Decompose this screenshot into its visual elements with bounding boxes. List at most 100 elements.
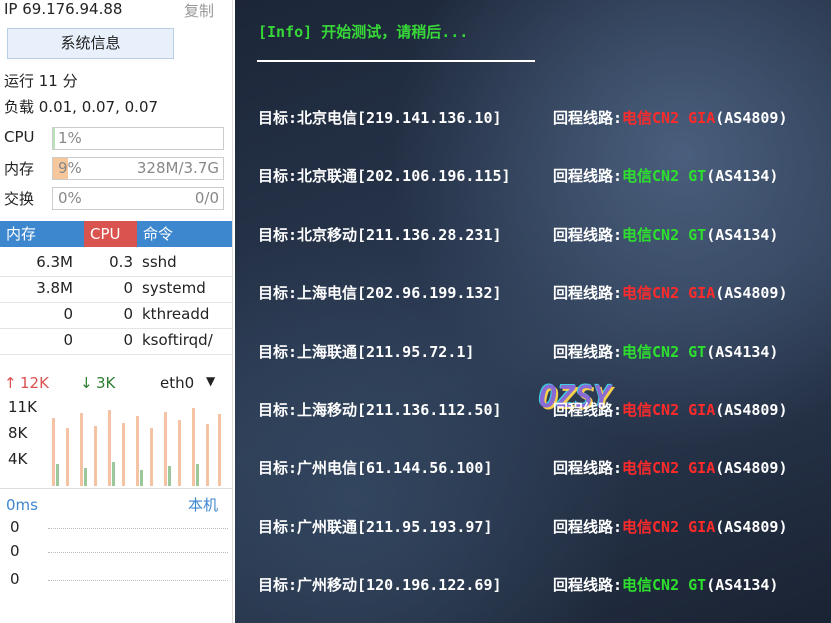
route-line: 电信CN2 GIA bbox=[622, 284, 716, 303]
route-label: 回程线路: bbox=[553, 576, 623, 595]
route-line: 电信CN2 GIA bbox=[622, 459, 716, 478]
route-target: 目标:北京电信[219.141.136.10] bbox=[258, 109, 502, 127]
cell-cpu: 0.3 bbox=[109, 253, 133, 271]
route-label: 回程线路: bbox=[553, 517, 623, 536]
route-target: 目标:广州联通[211.95.193.97] bbox=[258, 517, 493, 536]
route-asn: (AS4809) bbox=[715, 284, 788, 303]
route-target: 目标:上海移动[211.136.112.50] bbox=[258, 401, 502, 419]
route-label: 回程线路: bbox=[553, 167, 623, 186]
uptime: 运行 11 分 bbox=[4, 72, 78, 90]
route-info: 回程线路:电信CN2 GT(AS4134) bbox=[553, 574, 778, 595]
latency-value: 0 bbox=[10, 518, 20, 536]
latency-value: 0 bbox=[10, 570, 20, 588]
meter-value: 0% bbox=[58, 189, 82, 207]
net-axis-label: 11K bbox=[8, 398, 37, 416]
route-asn: (AS4809) bbox=[715, 401, 788, 419]
route-line: 电信CN2 GT bbox=[622, 167, 707, 186]
cell-mem: 6.3M bbox=[36, 253, 73, 271]
cell-cmd: kthreadd bbox=[142, 305, 210, 323]
net-axis-label: 4K bbox=[8, 450, 28, 468]
terminal: [Info] 开始测试，请稍后... OZSY 目标:北京电信[219.141.… bbox=[235, 0, 831, 623]
route-asn: (AS4134) bbox=[706, 225, 779, 244]
table-row-line bbox=[0, 276, 232, 277]
net-chart bbox=[52, 408, 221, 486]
cell-cpu: 0 bbox=[123, 305, 133, 323]
meter: 1% bbox=[52, 127, 224, 150]
meter-detail: 328M/3.7G bbox=[136, 159, 219, 177]
up-arrow: ↑ bbox=[4, 374, 17, 392]
route-target: 目标:北京移动[211.136.28.231] bbox=[258, 225, 502, 244]
latency-dots bbox=[48, 552, 228, 553]
route-line: 电信CN2 GIA bbox=[622, 109, 716, 127]
meter-label: 内存 bbox=[4, 160, 35, 178]
latency-ms: 0ms bbox=[6, 496, 38, 514]
dropdown-icon[interactable]: ▼ bbox=[206, 374, 216, 388]
net-up: 12K bbox=[20, 374, 49, 392]
route-label: 回程线路: bbox=[553, 284, 623, 303]
net-interface[interactable]: eth0 bbox=[160, 374, 195, 392]
load: 负载 0.01, 0.07, 0.07 bbox=[4, 98, 159, 116]
ip: IP 69.176.94.88 bbox=[4, 0, 123, 18]
meter-fill bbox=[53, 158, 69, 179]
route-asn: (AS4809) bbox=[715, 459, 788, 478]
info-line: [Info] 开始测试，请稍后... bbox=[258, 23, 469, 41]
route-line: 电信CN2 GIA bbox=[622, 401, 716, 419]
watermark: OZSY bbox=[539, 380, 612, 415]
meter-value: 1% bbox=[58, 129, 82, 147]
route-label: 回程线路: bbox=[553, 459, 623, 478]
meter-label: 交换 bbox=[4, 190, 35, 208]
table-header-cpu: CPU bbox=[84, 221, 137, 247]
meter-fill bbox=[53, 128, 55, 149]
route-line: 电信CN2 GIA bbox=[622, 517, 716, 536]
table-header-cmd: 命令 bbox=[137, 221, 232, 247]
route-line: 电信CN2 GT bbox=[622, 225, 707, 244]
route-info: 回程线路:电信CN2 GIA(AS4809) bbox=[553, 282, 788, 303]
route-info: 回程线路:电信CN2 GT(AS4134) bbox=[553, 341, 778, 362]
cell-cmd: sshd bbox=[142, 253, 177, 271]
route-line: 电信CN2 GT bbox=[622, 342, 707, 361]
table-header-mem: 内存 bbox=[0, 221, 84, 247]
route-info: 回程线路:电信CN2 GIA(AS4809) bbox=[553, 399, 788, 420]
cell-cmd: systemd bbox=[142, 279, 206, 297]
copy-button[interactable]: 复制 bbox=[184, 2, 215, 20]
latency-dots bbox=[48, 528, 228, 529]
sysinfo-button[interactable]: 系统信息 bbox=[7, 28, 174, 59]
route-info: 回程线路:电信CN2 GIA(AS4809) bbox=[553, 107, 788, 128]
route-target: 目标:上海电信[202.96.199.132] bbox=[258, 284, 502, 303]
route-info: 回程线路:电信CN2 GT(AS4134) bbox=[553, 224, 778, 245]
route-target: 目标:上海联通[211.95.72.1] bbox=[258, 342, 475, 361]
route-label: 回程线路: bbox=[553, 225, 623, 244]
route-asn: (AS4134) bbox=[706, 342, 779, 361]
route-target: 目标:广州电信[61.144.56.100] bbox=[258, 459, 493, 478]
net-axis-label: 8K bbox=[8, 424, 28, 442]
cell-mem: 3.8M bbox=[36, 279, 73, 297]
route-info: 回程线路:电信CN2 GT(AS4134) bbox=[553, 165, 778, 186]
down-arrow: ↓ bbox=[80, 374, 93, 392]
route-target: 目标:北京联通[202.106.196.115] bbox=[258, 167, 511, 186]
route-line: 电信CN2 GT bbox=[622, 576, 707, 595]
table-row-line bbox=[0, 354, 232, 355]
net-down: 3K bbox=[96, 374, 116, 392]
route-label: 回程线路: bbox=[553, 109, 623, 127]
latency-dots bbox=[48, 580, 228, 581]
route-asn: (AS4809) bbox=[715, 517, 788, 536]
divider bbox=[0, 488, 232, 489]
separator bbox=[257, 60, 535, 62]
table-row-line bbox=[0, 328, 232, 329]
cell-mem: 0 bbox=[63, 305, 73, 323]
cell-cpu: 0 bbox=[123, 331, 133, 349]
latency-host[interactable]: 本机 bbox=[188, 496, 219, 514]
route-info: 回程线路:电信CN2 GIA(AS4809) bbox=[553, 516, 788, 537]
table-row-line bbox=[0, 302, 232, 303]
route-label: 回程线路: bbox=[553, 401, 623, 419]
route-info: 回程线路:电信CN2 GIA(AS4809) bbox=[553, 457, 788, 478]
sidebar: IP 69.176.94.88 复制 系统信息 运行 11 分 负载 0.01,… bbox=[0, 0, 233, 623]
cell-cpu: 0 bbox=[123, 279, 133, 297]
meter-label: CPU bbox=[4, 128, 35, 146]
cell-cmd: ksoftirqd/ bbox=[142, 331, 213, 349]
meter: 9% 328M/3.7G bbox=[52, 157, 224, 180]
meter: 0% 0/0 bbox=[52, 187, 224, 210]
latency-value: 0 bbox=[10, 542, 20, 560]
route-target: 目标:广州移动[120.196.122.69] bbox=[258, 576, 502, 595]
